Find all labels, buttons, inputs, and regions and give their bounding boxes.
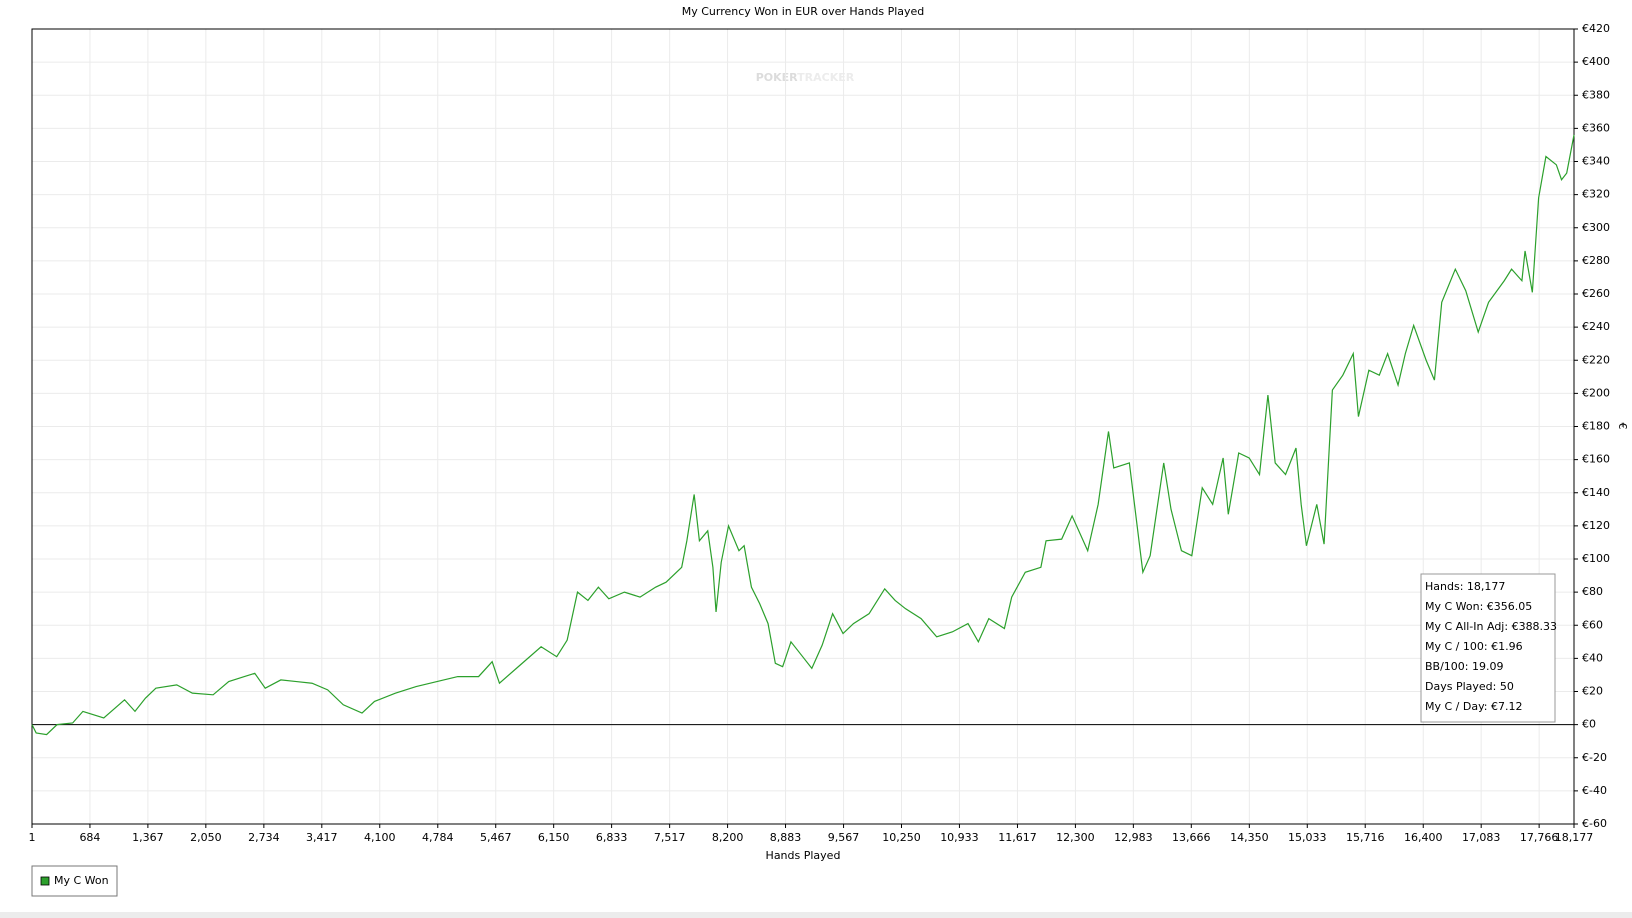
x-tick-label: 6,833 bbox=[596, 831, 628, 844]
y-tick-label: €80 bbox=[1582, 585, 1603, 598]
x-tick-label: 15,033 bbox=[1288, 831, 1327, 844]
y-tick-label: €260 bbox=[1582, 287, 1610, 300]
y-tick-label: €0 bbox=[1582, 718, 1596, 731]
stats-line: My C / Day: €7.12 bbox=[1425, 700, 1523, 713]
y-tick-label: €400 bbox=[1582, 55, 1610, 68]
bottom-strip bbox=[0, 912, 1632, 918]
stats-line: Hands: 18,177 bbox=[1425, 580, 1505, 593]
x-tick-label: 11,617 bbox=[998, 831, 1037, 844]
x-tick-label: 15,716 bbox=[1346, 831, 1385, 844]
plot-frame bbox=[31, 28, 1575, 825]
x-tick-label: 5,467 bbox=[480, 831, 512, 844]
x-tick-label: 18,177 bbox=[1555, 831, 1594, 844]
y-tick-label: €420 bbox=[1582, 22, 1610, 35]
stats-line: My C / 100: €1.96 bbox=[1425, 640, 1523, 653]
x-tick-label: 12,300 bbox=[1056, 831, 1095, 844]
watermark-part: TRACKER bbox=[797, 71, 855, 84]
x-tick-label: 13,666 bbox=[1172, 831, 1211, 844]
y-tick-label: €40 bbox=[1582, 651, 1603, 664]
stats-box bbox=[1420, 573, 1556, 723]
stats-line: BB/100: 19.09 bbox=[1425, 660, 1504, 673]
y-tick-label: €340 bbox=[1582, 155, 1610, 168]
watermark: POKERTRACKER bbox=[756, 71, 855, 84]
x-tick-label: 1 bbox=[29, 831, 36, 844]
stats-line: My C All-In Adj: €388.33 bbox=[1425, 620, 1557, 633]
x-tick-label: 17,766 bbox=[1520, 831, 1559, 844]
y-tick-label: €-20 bbox=[1582, 751, 1607, 764]
x-tick-label: 684 bbox=[79, 831, 100, 844]
y-tick-label: €220 bbox=[1582, 353, 1610, 366]
x-tick-label: 2,734 bbox=[248, 831, 280, 844]
y-tick-label: €100 bbox=[1582, 552, 1610, 565]
y-tick-label: €320 bbox=[1582, 188, 1610, 201]
x-tick-label: 9,567 bbox=[828, 831, 860, 844]
stats-line: My C Won: €356.05 bbox=[1425, 600, 1532, 613]
y-tick-label: €300 bbox=[1582, 221, 1610, 234]
x-tick-label: 4,784 bbox=[422, 831, 454, 844]
x-tick-label: 6,150 bbox=[538, 831, 570, 844]
y-tick-label: €-40 bbox=[1582, 784, 1607, 797]
series-line bbox=[31, 134, 1575, 736]
x-tick-label: 10,933 bbox=[940, 831, 979, 844]
y-tick-label: €160 bbox=[1582, 453, 1610, 466]
x-tick-label: 4,100 bbox=[364, 831, 396, 844]
x-tick-label: 10,250 bbox=[882, 831, 921, 844]
y-tick-label: €-60 bbox=[1582, 817, 1607, 830]
x-tick-label: 1,367 bbox=[132, 831, 164, 844]
watermark-part: POKER bbox=[756, 71, 798, 84]
legend-label: My C Won bbox=[54, 874, 109, 887]
x-tick-label: 8,883 bbox=[770, 831, 802, 844]
y-tick-label: €240 bbox=[1582, 320, 1610, 333]
y-tick-label: €60 bbox=[1582, 618, 1603, 631]
legend-swatch bbox=[40, 876, 50, 886]
x-tick-label: 14,350 bbox=[1230, 831, 1269, 844]
x-tick-label: 7,517 bbox=[654, 831, 686, 844]
y-tick-label: €380 bbox=[1582, 88, 1610, 101]
x-tick-label: 8,200 bbox=[712, 831, 744, 844]
x-tick-label: 3,417 bbox=[306, 831, 338, 844]
y-tick-label: €180 bbox=[1582, 420, 1610, 433]
y-tick-label: €140 bbox=[1582, 486, 1610, 499]
y-axis-label: € bbox=[1616, 423, 1629, 430]
y-tick-label: €120 bbox=[1582, 519, 1610, 532]
y-tick-label: €280 bbox=[1582, 254, 1610, 267]
x-tick-label: 16,400 bbox=[1404, 831, 1443, 844]
chart-title: My Currency Won in EUR over Hands Played bbox=[682, 5, 925, 18]
stats-line: Days Played: 50 bbox=[1425, 680, 1514, 693]
y-tick-label: €200 bbox=[1582, 386, 1610, 399]
x-axis-label: Hands Played bbox=[766, 849, 841, 862]
x-tick-label: 17,083 bbox=[1462, 831, 1501, 844]
x-tick-label: 12,983 bbox=[1114, 831, 1153, 844]
x-tick-label: 2,050 bbox=[190, 831, 222, 844]
y-tick-label: €20 bbox=[1582, 685, 1603, 698]
y-tick-label: €360 bbox=[1582, 121, 1610, 134]
